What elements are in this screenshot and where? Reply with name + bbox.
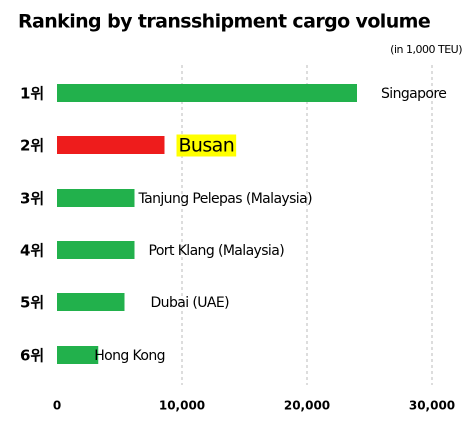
port-name: Hong Kong bbox=[94, 348, 165, 364]
port-name: Busan bbox=[179, 135, 235, 157]
category-label: 1위 bbox=[20, 85, 44, 103]
x-tick-label: 0 bbox=[53, 399, 61, 413]
x-tick-label: 10,000 bbox=[159, 399, 205, 413]
port-name: Singapore bbox=[381, 86, 446, 102]
x-tick-label: 30,000 bbox=[409, 399, 455, 413]
highlight bbox=[176, 134, 237, 157]
bar bbox=[57, 293, 125, 311]
x-tick-label: 20,000 bbox=[284, 399, 330, 413]
category-label: 2위 bbox=[20, 137, 44, 155]
bar bbox=[57, 346, 99, 364]
port-name: Port Klang (Malaysia) bbox=[149, 243, 285, 259]
chart-subtitle: (in 1,000 TEU) bbox=[390, 43, 462, 56]
bar bbox=[57, 84, 357, 102]
category-label: 5위 bbox=[20, 294, 44, 312]
bar bbox=[57, 241, 135, 259]
port-name: Dubai (UAE) bbox=[151, 295, 230, 311]
category-label: 6위 bbox=[20, 347, 44, 365]
bar bbox=[57, 189, 135, 207]
category-label: 3위 bbox=[20, 190, 44, 208]
category-label: 4위 bbox=[20, 242, 44, 260]
bar bbox=[57, 136, 165, 154]
chart-title: Ranking by transshipment cargo volume bbox=[18, 11, 430, 33]
port-name: Tanjung Pelepas (Malaysia) bbox=[138, 191, 313, 207]
